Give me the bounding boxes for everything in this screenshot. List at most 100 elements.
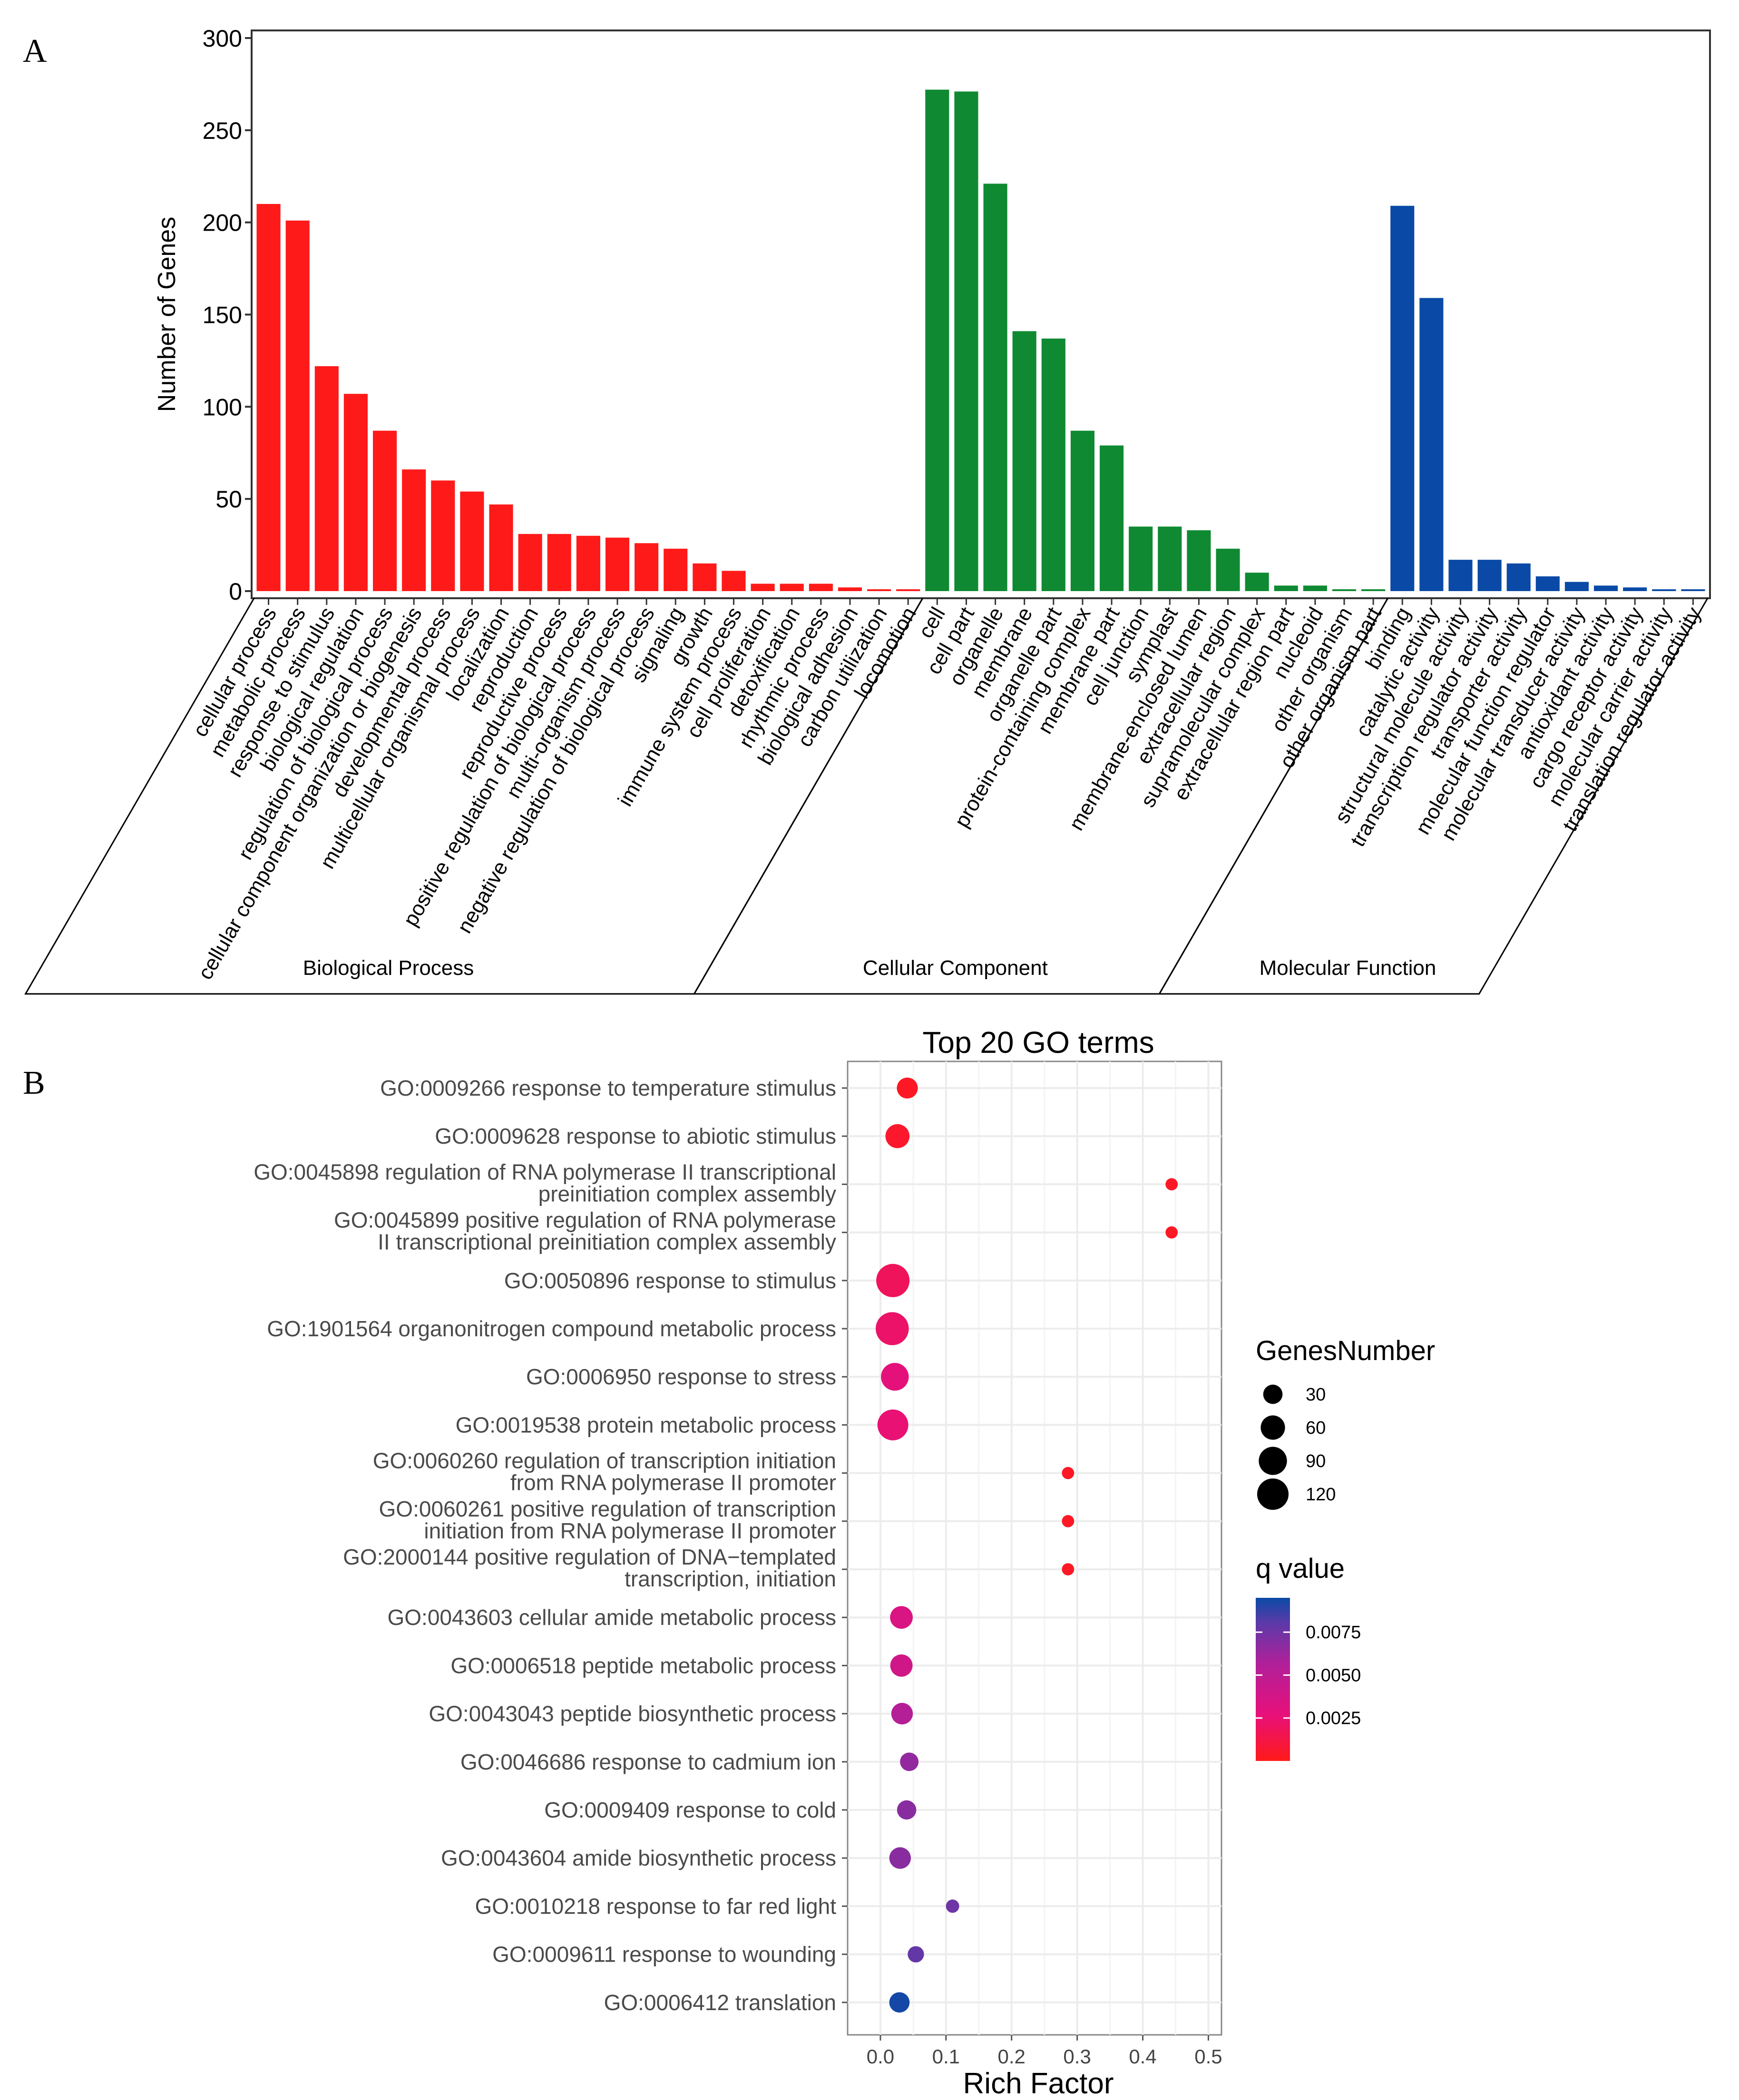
point-go-0043043 bbox=[891, 1702, 913, 1725]
point-go-0045898 bbox=[1165, 1178, 1178, 1191]
bar-nucleoid bbox=[1303, 585, 1327, 591]
bar-reproductive-process bbox=[547, 534, 571, 591]
go-term-label: GO:2000144 positive regulation of DNA−te… bbox=[343, 1545, 836, 1569]
x-tick-label: 0.3 bbox=[1063, 2045, 1091, 2068]
y-tick-label: 100 bbox=[203, 394, 242, 420]
y-tick-label: 150 bbox=[203, 302, 242, 329]
bar-protein-containing-complex bbox=[1070, 430, 1094, 591]
size-legend-key bbox=[1260, 1415, 1285, 1440]
bar-growth bbox=[693, 563, 717, 591]
go-term-label: transcription, initiation bbox=[625, 1566, 836, 1591]
bar-translation-regulator-activity bbox=[1681, 589, 1705, 591]
bar-cell-part bbox=[954, 91, 978, 591]
go-term-label: GO:0010218 response to far red light bbox=[475, 1894, 837, 1918]
bar-structural-molecule-activity bbox=[1448, 560, 1473, 591]
point-go-0043603 bbox=[890, 1606, 913, 1629]
category-groups: Biological Process Cellular Component Mole… bbox=[24, 598, 1709, 995]
bar-developmental-process bbox=[431, 480, 455, 591]
bar-response-to-stimulus bbox=[314, 366, 339, 591]
grid-lines bbox=[848, 1061, 1221, 2035]
points bbox=[875, 1077, 1178, 2013]
go-term-label: GO:0019538 protein metabolic process bbox=[456, 1412, 836, 1437]
bar-cell-proliferation bbox=[751, 583, 775, 591]
bar-molecular-function-regulator bbox=[1535, 576, 1560, 591]
go-term-label: GO:0045898 regulation of RNA polymerase … bbox=[254, 1159, 836, 1184]
bar-detoxification bbox=[780, 583, 804, 591]
y-axis: 0 50 100 150 200 250 300 bbox=[203, 25, 252, 605]
bar-negative-regulation-of-biological-process bbox=[635, 543, 659, 591]
go-term-label: GO:0060261 positive regulation of transc… bbox=[379, 1497, 836, 1521]
x-tick-label: 0.5 bbox=[1194, 2045, 1222, 2068]
bar-rhythmic-process bbox=[809, 583, 833, 591]
group-label-cellular-component: Cellular Component bbox=[863, 956, 1048, 980]
y-tick-label: 250 bbox=[203, 117, 242, 144]
go-term-label: GO:0009628 response to abiotic stimulus bbox=[435, 1124, 836, 1148]
bar-binding bbox=[1390, 205, 1415, 591]
bar-biological-regulation bbox=[343, 394, 368, 591]
go-term-label: preinitiation complex assembly bbox=[538, 1181, 836, 1206]
size-legend-label: 30 bbox=[1306, 1385, 1326, 1405]
x-tick-label: 0.4 bbox=[1129, 2045, 1156, 2068]
size-legend-key bbox=[1259, 1447, 1287, 1475]
y-tick-label: 50 bbox=[215, 486, 242, 513]
go-term-label: initiation from RNA polymerase II promot… bbox=[424, 1518, 836, 1543]
color-legend-title: q value bbox=[1256, 1553, 1345, 1584]
bar-extracellular-region-part bbox=[1274, 585, 1298, 591]
go-term-label: GO:0009611 response to wounding bbox=[492, 1942, 836, 1967]
bar-cellular-component-organization-or-biogenesis bbox=[402, 469, 426, 591]
point-go-0045899 bbox=[1165, 1226, 1178, 1239]
bar-supramolecular-complex bbox=[1245, 573, 1269, 591]
bar-molecular-transducer-activity bbox=[1564, 582, 1589, 591]
dot-plot-title: Top 20 GO terms bbox=[922, 1025, 1154, 1060]
x-axis: 0.0 0.1 0.2 0.3 0.4 0.5 bbox=[867, 2035, 1222, 2068]
point-go-0060261 bbox=[1062, 1515, 1075, 1527]
point-go-0009266 bbox=[897, 1077, 918, 1099]
bar-reproduction bbox=[518, 534, 542, 591]
bar-signaling bbox=[664, 548, 688, 591]
point-go-2000144 bbox=[1062, 1563, 1075, 1575]
go-term-label: GO:0045899 positive regulation of RNA po… bbox=[334, 1208, 836, 1233]
y-axis-label: Number of Genes bbox=[153, 217, 181, 412]
bar-immune-system-process bbox=[722, 571, 746, 591]
bar-cell bbox=[925, 89, 949, 592]
go-annotation-bar-chart: 0 50 100 150 200 250 300 Number of Genes cellu… bbox=[24, 25, 1711, 995]
group-bracket-molecular-function bbox=[1158, 598, 1709, 995]
x-tick-label: 0.2 bbox=[998, 2045, 1026, 2068]
go-term-label: GO:0043043 peptide biosynthetic process bbox=[429, 1701, 836, 1726]
color-legend: q value 0.0025 0.0050 0.0075 bbox=[1256, 1553, 1361, 1761]
bar-membrane-part bbox=[1099, 445, 1124, 591]
go-term-label: II transcriptional preinitiation complex… bbox=[378, 1230, 836, 1254]
go-term-label: GO:0050896 response to stimulus bbox=[504, 1268, 836, 1293]
dot-plot-panel bbox=[847, 1060, 1222, 2036]
bar-transcription-regulator-activity bbox=[1477, 560, 1502, 591]
bar-antioxidant-activity bbox=[1594, 585, 1618, 591]
x-tick-label: 0.1 bbox=[932, 2045, 960, 2068]
go-term-label: GO:0009409 response to cold bbox=[544, 1798, 836, 1822]
go-enrichment-dot-plot: Top 20 GO terms GO:0009266 response to t… bbox=[254, 1025, 1435, 2100]
group-label-molecular-function: Molecular Function bbox=[1260, 956, 1436, 980]
go-term-label: GO:0006518 peptide metabolic process bbox=[450, 1653, 836, 1678]
bar-biological-adhesion bbox=[838, 587, 862, 591]
bar-multicellular-organismal-process bbox=[460, 491, 484, 591]
go-term-labels: GO:0009266 response to temperature stimu… bbox=[254, 1076, 848, 2015]
size-legend-key bbox=[1263, 1384, 1283, 1404]
point-go-0009611 bbox=[908, 1946, 924, 1963]
go-term-label: GO:1901564 organonitrogen compound metab… bbox=[267, 1316, 836, 1341]
go-term-label: GO:0009266 response to temperature stimu… bbox=[380, 1076, 836, 1100]
bar-membrane bbox=[1012, 331, 1036, 591]
go-term-label: GO:0043604 amide biosynthetic process bbox=[441, 1846, 836, 1870]
go-term-label: GO:0046686 response to cadmium ion bbox=[460, 1750, 836, 1774]
point-go-0010218 bbox=[946, 1899, 959, 1913]
bar-catalytic-activity bbox=[1419, 298, 1444, 591]
go-term-label: GO:0060260 regulation of transcription i… bbox=[373, 1449, 836, 1473]
colorbar-tick-label: 0.0050 bbox=[1306, 1665, 1361, 1685]
bars bbox=[256, 89, 1705, 592]
point-go-1901564 bbox=[875, 1312, 909, 1345]
point-go-0009409 bbox=[897, 1800, 917, 1820]
bar-localization bbox=[489, 504, 513, 591]
q-value-colorbar bbox=[1256, 1598, 1290, 1761]
go-term-label: from RNA polymerase II promoter bbox=[510, 1470, 836, 1495]
bar-organelle bbox=[983, 184, 1007, 591]
bar-transporter-activity bbox=[1506, 563, 1531, 591]
size-legend: GenesNumber 30 60 90 120 bbox=[1256, 1335, 1435, 1510]
